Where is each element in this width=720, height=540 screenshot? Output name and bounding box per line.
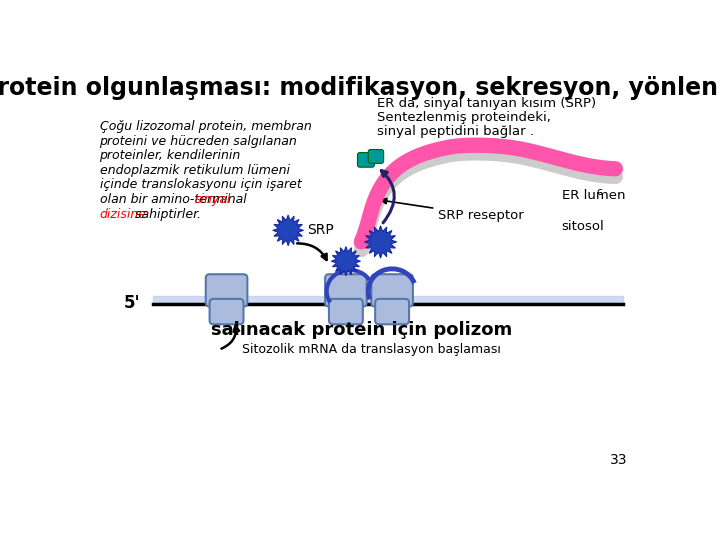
Text: endoplazmik retikulum lümeni: endoplazmik retikulum lümeni: [99, 164, 289, 177]
Text: sahiptirler.: sahiptirler.: [131, 208, 202, 221]
Text: proteini ve hücreden salgılanan: proteini ve hücreden salgılanan: [99, 134, 297, 147]
FancyBboxPatch shape: [375, 299, 409, 325]
Text: Protein olgunlaşması: modifikasyon, sekresyon, yönlenme: Protein olgunlaşması: modifikasyon, sekr…: [0, 76, 720, 100]
Text: AUG: AUG: [215, 286, 238, 296]
Text: SRP reseptor: SRP reseptor: [382, 198, 524, 222]
FancyBboxPatch shape: [210, 299, 243, 325]
Text: Çoğu lizozomal protein, membran: Çoğu lizozomal protein, membran: [99, 120, 311, 133]
Text: ER da, sinyal tanıyan kısım (SRP): ER da, sinyal tanıyan kısım (SRP): [377, 97, 596, 110]
Polygon shape: [273, 215, 304, 246]
Text: salınacak protein için polizom: salınacak protein için polizom: [211, 321, 512, 340]
Polygon shape: [364, 226, 397, 258]
Polygon shape: [331, 247, 361, 276]
FancyBboxPatch shape: [372, 274, 413, 307]
FancyBboxPatch shape: [325, 274, 366, 307]
Text: c: c: [596, 187, 602, 197]
Text: 33: 33: [609, 453, 627, 467]
Text: SRP: SRP: [307, 224, 333, 238]
Text: Sentezlenmiş proteindeki,: Sentezlenmiş proteindeki,: [377, 111, 551, 124]
Text: içinde translokasyonu için işaret: içinde translokasyonu için işaret: [99, 178, 301, 191]
Text: dizisine: dizisine: [99, 208, 146, 221]
Text: sitosol: sitosol: [562, 220, 604, 233]
Text: 5': 5': [124, 294, 140, 313]
FancyBboxPatch shape: [206, 274, 248, 307]
Text: proteinler, kendilerinin: proteinler, kendilerinin: [99, 149, 240, 162]
FancyBboxPatch shape: [357, 153, 374, 167]
Text: sinyal: sinyal: [194, 193, 231, 206]
Text: sinyal peptidini bağlar .: sinyal peptidini bağlar .: [377, 125, 534, 138]
Text: Sitozolik mRNA da translasyon başlaması: Sitozolik mRNA da translasyon başlaması: [242, 343, 501, 356]
Text: olan bir amino-terminal: olan bir amino-terminal: [99, 193, 251, 206]
FancyBboxPatch shape: [329, 299, 363, 325]
FancyBboxPatch shape: [368, 150, 384, 164]
Text: ER lumen: ER lumen: [562, 189, 625, 202]
